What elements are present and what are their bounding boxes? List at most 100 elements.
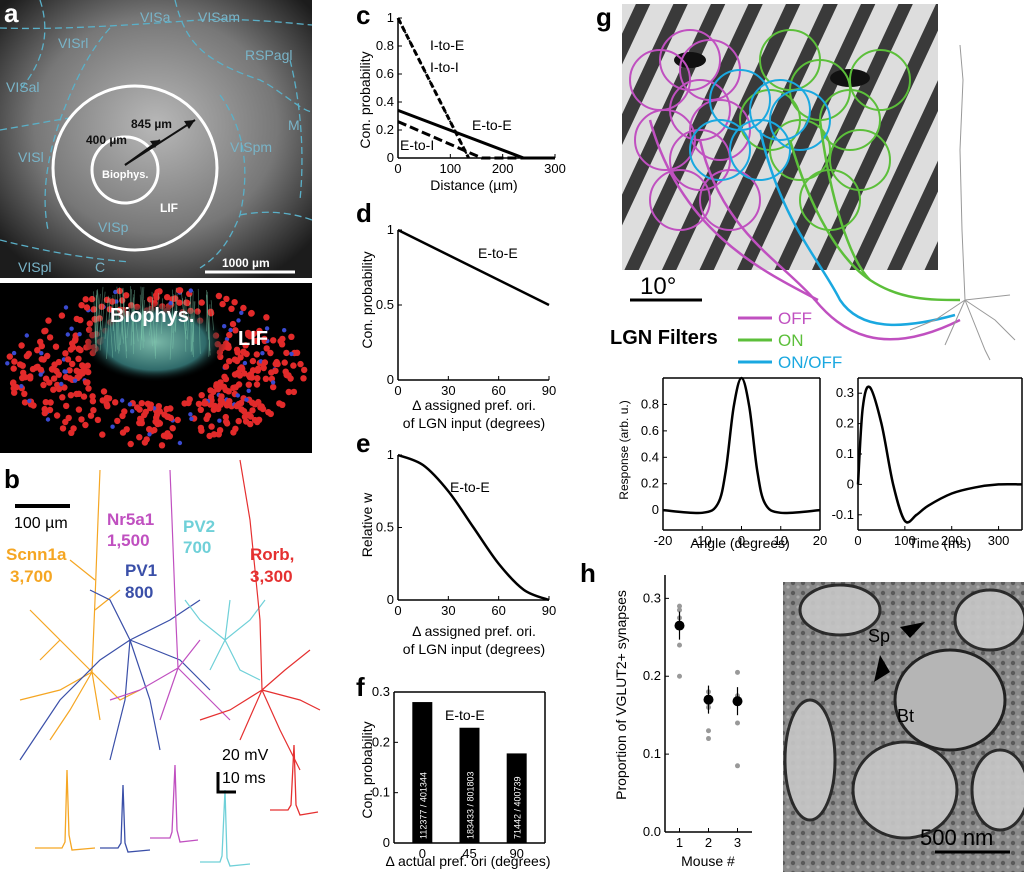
x-tick-label: 90 xyxy=(542,383,556,398)
area-label: VISa xyxy=(140,9,171,25)
scale-bar-h-label: 500 nm xyxy=(920,825,993,850)
y-tick-label: 0 xyxy=(387,592,394,607)
y-tick-label: 0.5 xyxy=(376,297,394,312)
y-tick-label: 1 xyxy=(387,10,394,25)
x-tick-label: 300 xyxy=(988,533,1010,548)
bar-count-label: 112377 / 401344 xyxy=(418,772,428,839)
cell-name: Rorb, xyxy=(250,545,294,564)
bar-count-label: 183433 / 801803 xyxy=(466,771,476,839)
panel-d: d 0 30 60 90 0 0.5 1 Con. probability Δ assign… xyxy=(356,198,556,431)
panel-g: g 10° LGN Filters OFF ON ON/OFF -20 -10 0 1… xyxy=(596,2,1023,551)
cell-count: 3,700 xyxy=(10,567,53,586)
area-label: RSPagl xyxy=(245,47,292,63)
core-dendrites xyxy=(93,286,214,360)
cell-name: PV1 xyxy=(125,561,157,580)
y-tick-label: 0.3 xyxy=(372,684,390,699)
area-label: VISal xyxy=(6,79,39,95)
x-tick-label: 45 xyxy=(462,846,476,861)
x-tick-label: 0 xyxy=(394,383,401,398)
scale-bar-a-label: 1000 µm xyxy=(222,256,270,270)
mean-point xyxy=(703,694,714,705)
tiger-eye xyxy=(674,52,706,68)
legend-off: OFF xyxy=(778,309,812,328)
legend-on: ON xyxy=(778,331,804,350)
panel-label: h xyxy=(580,558,596,588)
mean-point xyxy=(674,620,685,631)
area-label: VISpl xyxy=(18,259,51,275)
y-tick-label: 0.1 xyxy=(372,785,390,800)
bar xyxy=(412,702,433,843)
area-boundaries xyxy=(0,0,313,269)
panel-e-ylabel: Relative w xyxy=(359,492,375,557)
cortex-image xyxy=(0,0,312,278)
x-tick-label: 3 xyxy=(734,835,741,850)
e-to-e-line xyxy=(397,228,550,307)
cell-count: 800 xyxy=(125,583,153,602)
series-label-i-to-i: I-to-I xyxy=(430,59,459,75)
biophys-boundary xyxy=(90,135,160,205)
legend-on-off: ON/OFF xyxy=(778,353,842,372)
scale-bar-b-label: 100 µm xyxy=(14,515,68,532)
scale-bar-g-label: 10° xyxy=(640,273,676,300)
y-tick-label: 0.3 xyxy=(643,590,661,605)
voltage-bar-label: 20 mV xyxy=(222,747,269,764)
spatial-curve xyxy=(662,376,821,515)
pv1-spike xyxy=(100,784,151,853)
x-tick-label: 100 xyxy=(894,533,916,548)
series-label: E-to-E xyxy=(478,245,518,261)
x-tick-label: 60 xyxy=(491,383,505,398)
panel-label: c xyxy=(356,0,370,30)
y-tick-label: 0.2 xyxy=(376,122,394,137)
panel-f-axes: 0 45 90 0 0.1 0.2 0.3 xyxy=(372,684,546,861)
panel-label: f xyxy=(356,672,365,702)
x-tick-label: 0 xyxy=(738,533,745,548)
panel-c-xlabel: Distance (µm) xyxy=(430,177,517,193)
x-tick-label: 30 xyxy=(441,603,455,618)
x-tick-label: 1 xyxy=(676,835,683,850)
y-tick-label: 0.4 xyxy=(376,94,394,109)
panel-c: c 0 100 200 300 0 0.2 0.4 0.6 0.8 1 Con. probabil… xyxy=(356,0,566,193)
x-tick-label: 300 xyxy=(544,161,566,176)
y-tick-label: 0.2 xyxy=(641,476,659,491)
panel-f: f 0 45 90 0 0.1 0.2 0.3 Con. probability Δ act… xyxy=(356,672,551,869)
y-tick-label: 0.6 xyxy=(376,66,394,81)
x-tick-label: 200 xyxy=(941,533,963,548)
area-label: VISl xyxy=(18,149,44,165)
panel-label: b xyxy=(4,464,20,494)
cell-count: 1,500 xyxy=(107,531,150,550)
receptive-fields xyxy=(629,29,911,231)
panel-f-bars: 112377 / 401344 183433 / 801803 71442 / 40… xyxy=(412,702,527,843)
y-tick-label: 0 xyxy=(847,476,854,491)
panel-h-xlabel: Mouse # xyxy=(681,853,735,869)
data-point xyxy=(735,763,740,769)
panel-h-ylabel: Proportion of VGLUT2+ synapses xyxy=(613,590,629,800)
area-label: VISpm xyxy=(230,139,272,155)
render-core-label: Biophys. xyxy=(110,305,194,327)
rorb-morphology xyxy=(199,459,321,771)
temporal-filter-axes: 0 100 200 300-0.100.10.20.3 xyxy=(832,377,1023,548)
x-tick-label: 100 xyxy=(439,161,461,176)
panel-e-xlabel-2: of LGN input (degrees) xyxy=(403,641,545,657)
series-label: E-to-E xyxy=(450,479,490,495)
panel-d-series xyxy=(397,228,550,307)
pv2-morphology xyxy=(184,599,266,681)
temporal-filter-curve xyxy=(856,385,1023,524)
e-to-e-curve xyxy=(397,453,550,602)
y-tick-label: 0.5 xyxy=(376,520,394,535)
em-label-sp: Sp xyxy=(868,626,890,646)
nr5a1-spike xyxy=(150,764,199,843)
y-tick-label: 0.2 xyxy=(836,416,854,431)
em-membranes xyxy=(783,583,1024,840)
e-to-i-line xyxy=(397,120,555,160)
x-tick-label: 0 xyxy=(854,533,861,548)
panel-h-points xyxy=(674,603,743,769)
x-tick-label: -20 xyxy=(654,533,673,548)
render-ring-label: LIF xyxy=(238,328,268,350)
cell-type-labels: Scnn1a 3,700 Nr5a1 1,500 PV1 800 PV2 700… xyxy=(6,510,294,602)
x-tick-label: 90 xyxy=(509,846,523,861)
area-labels: VISa VISam VISrl RSPagl VISal M VISl VIS… xyxy=(6,9,300,275)
area-label: VISp xyxy=(98,219,129,235)
panel-d-xlabel: Δ assigned pref. ori. xyxy=(412,397,536,413)
y-tick-label: 0 xyxy=(652,502,659,517)
